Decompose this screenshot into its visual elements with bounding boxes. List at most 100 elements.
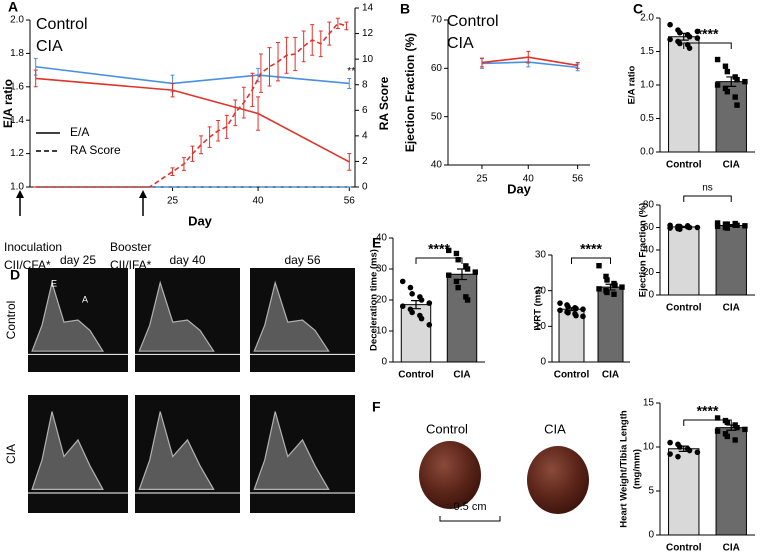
panel-label: C	[633, 1, 643, 17]
bar	[668, 36, 700, 153]
y-tick-label: 20	[535, 285, 547, 296]
error-bar	[575, 62, 580, 69]
y-tick-label: 0.0	[640, 147, 654, 158]
doppler-signal	[138, 411, 215, 490]
data-point	[686, 45, 693, 51]
data-point	[694, 224, 701, 231]
bar	[715, 224, 747, 296]
y-axis-unit: (mg/mm)	[632, 449, 643, 489]
data-point	[714, 428, 721, 434]
error-bar	[181, 157, 186, 171]
y-tick-label: 10	[535, 321, 547, 332]
x-tick-label: Control	[666, 303, 702, 314]
data-point	[742, 223, 748, 229]
x-axis-title: Day	[507, 181, 532, 196]
x-tick-label: Control	[666, 543, 702, 554]
data-point	[734, 76, 740, 83]
arrow-head	[16, 190, 24, 198]
data-point	[604, 289, 610, 296]
series-line	[35, 77, 350, 163]
error-bar	[250, 72, 255, 107]
y-tick-label: 1.2	[10, 148, 24, 159]
legend-label: CIA	[36, 38, 63, 55]
legend-label: E/A	[70, 125, 89, 139]
error-bar	[256, 96, 261, 131]
data-point	[557, 300, 563, 306]
x-tick-label: Control	[398, 370, 434, 381]
legend-label: Control	[447, 13, 499, 30]
doppler-signal	[138, 280, 215, 352]
arrow-head	[139, 190, 147, 198]
y-tick-label: 0	[648, 290, 654, 301]
y-tick-label: 10	[643, 442, 655, 453]
error-bar	[170, 82, 175, 98]
data-point	[453, 250, 460, 257]
data-point	[409, 291, 415, 297]
y-tick-label: 1.4	[10, 115, 24, 126]
y-tick-label: 80	[643, 200, 655, 211]
data-point	[667, 451, 673, 457]
panel-label: E	[372, 235, 381, 251]
bar	[668, 448, 700, 536]
data-point	[596, 286, 602, 292]
data-point	[694, 449, 701, 456]
x-tick-label: 25	[476, 174, 488, 185]
data-point	[472, 269, 478, 275]
data-point	[694, 35, 701, 41]
x-tick-label: 56	[344, 196, 356, 207]
data-point	[463, 294, 469, 300]
data-point	[677, 444, 683, 450]
y-tick-label: 20	[643, 267, 655, 278]
y-tick-label: 10	[376, 326, 388, 337]
data-point	[724, 433, 731, 440]
error-bar	[267, 47, 272, 87]
bar	[668, 226, 700, 296]
photo-label: CIA	[544, 421, 566, 436]
significance-label: ns	[702, 183, 713, 194]
data-point	[463, 263, 469, 269]
annotation: **	[347, 66, 355, 77]
data-point	[686, 447, 693, 454]
data-point	[722, 63, 729, 69]
wave-label: E	[51, 278, 57, 288]
panel-label: A	[8, 0, 18, 15]
error-bar	[310, 24, 315, 56]
data-point	[418, 315, 425, 322]
y-axis-title: Ejection Fraction (%)	[403, 33, 417, 152]
data-point	[677, 29, 683, 36]
legend-label: CIA	[447, 35, 474, 52]
data-point	[667, 21, 673, 28]
x-tick-label: CIA	[453, 370, 470, 381]
y-tick-label: 30	[535, 250, 547, 261]
x-tick-label: 40	[523, 174, 535, 185]
day-label: day 40	[169, 253, 205, 267]
y-tick-label: 70	[431, 15, 443, 26]
data-point	[407, 284, 414, 291]
significance-bracket	[415, 257, 463, 264]
x-axis-title: Day	[188, 213, 213, 228]
data-point	[732, 94, 738, 100]
error-bar	[199, 135, 204, 155]
x-tick-label: Control	[666, 160, 702, 171]
data-point	[714, 415, 721, 421]
data-point	[557, 307, 563, 314]
inoculation-label: Inoculation	[4, 240, 62, 254]
data-point	[667, 225, 673, 231]
significance-bracket	[571, 257, 611, 264]
y2-tick-label: 10	[362, 54, 374, 65]
data-point	[612, 282, 618, 289]
data-point	[724, 225, 731, 231]
day-label: day 25	[60, 253, 96, 267]
x-tick-label: CIA	[602, 370, 619, 381]
group-label: Control	[4, 301, 18, 340]
y-axis-title: Ejection Fraction (%)	[638, 203, 649, 297]
doppler-signal	[253, 280, 330, 352]
error-bar	[347, 77, 352, 89]
data-point	[667, 36, 673, 43]
data-point	[453, 278, 460, 285]
y-tick-label: 1.5	[640, 46, 654, 57]
error-bar	[318, 30, 323, 58]
data-point	[667, 439, 673, 446]
data-point	[677, 226, 683, 232]
error-bar	[224, 114, 229, 139]
